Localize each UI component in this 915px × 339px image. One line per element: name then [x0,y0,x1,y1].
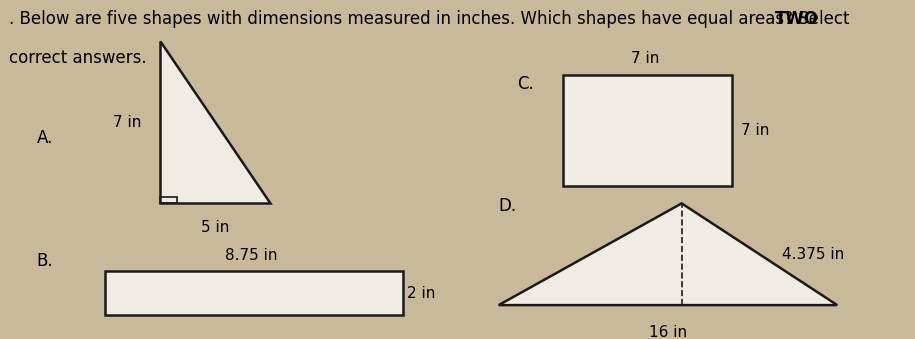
Text: correct answers.: correct answers. [9,49,146,67]
Polygon shape [499,203,837,305]
Text: 5 in: 5 in [200,220,230,235]
Text: C.: C. [517,75,533,93]
Bar [105,271,403,315]
Text: 8.75 in: 8.75 in [225,248,278,263]
Text: A.: A. [37,129,53,147]
Text: 7 in: 7 in [741,123,770,138]
Text: 7 in: 7 in [113,115,142,129]
Text: D.: D. [499,197,517,215]
Bar [563,75,732,186]
Text: 7 in: 7 in [630,51,660,66]
Text: B.: B. [37,252,53,270]
Text: 2 in: 2 in [407,286,436,301]
Text: 16 in: 16 in [649,325,687,339]
Polygon shape [160,41,270,203]
Text: 4.375 in: 4.375 in [782,247,845,262]
Text: . Below are five shapes with dimensions measured in inches. Which shapes have eq: . Below are five shapes with dimensions … [9,10,855,28]
Text: TWO: TWO [775,10,819,28]
